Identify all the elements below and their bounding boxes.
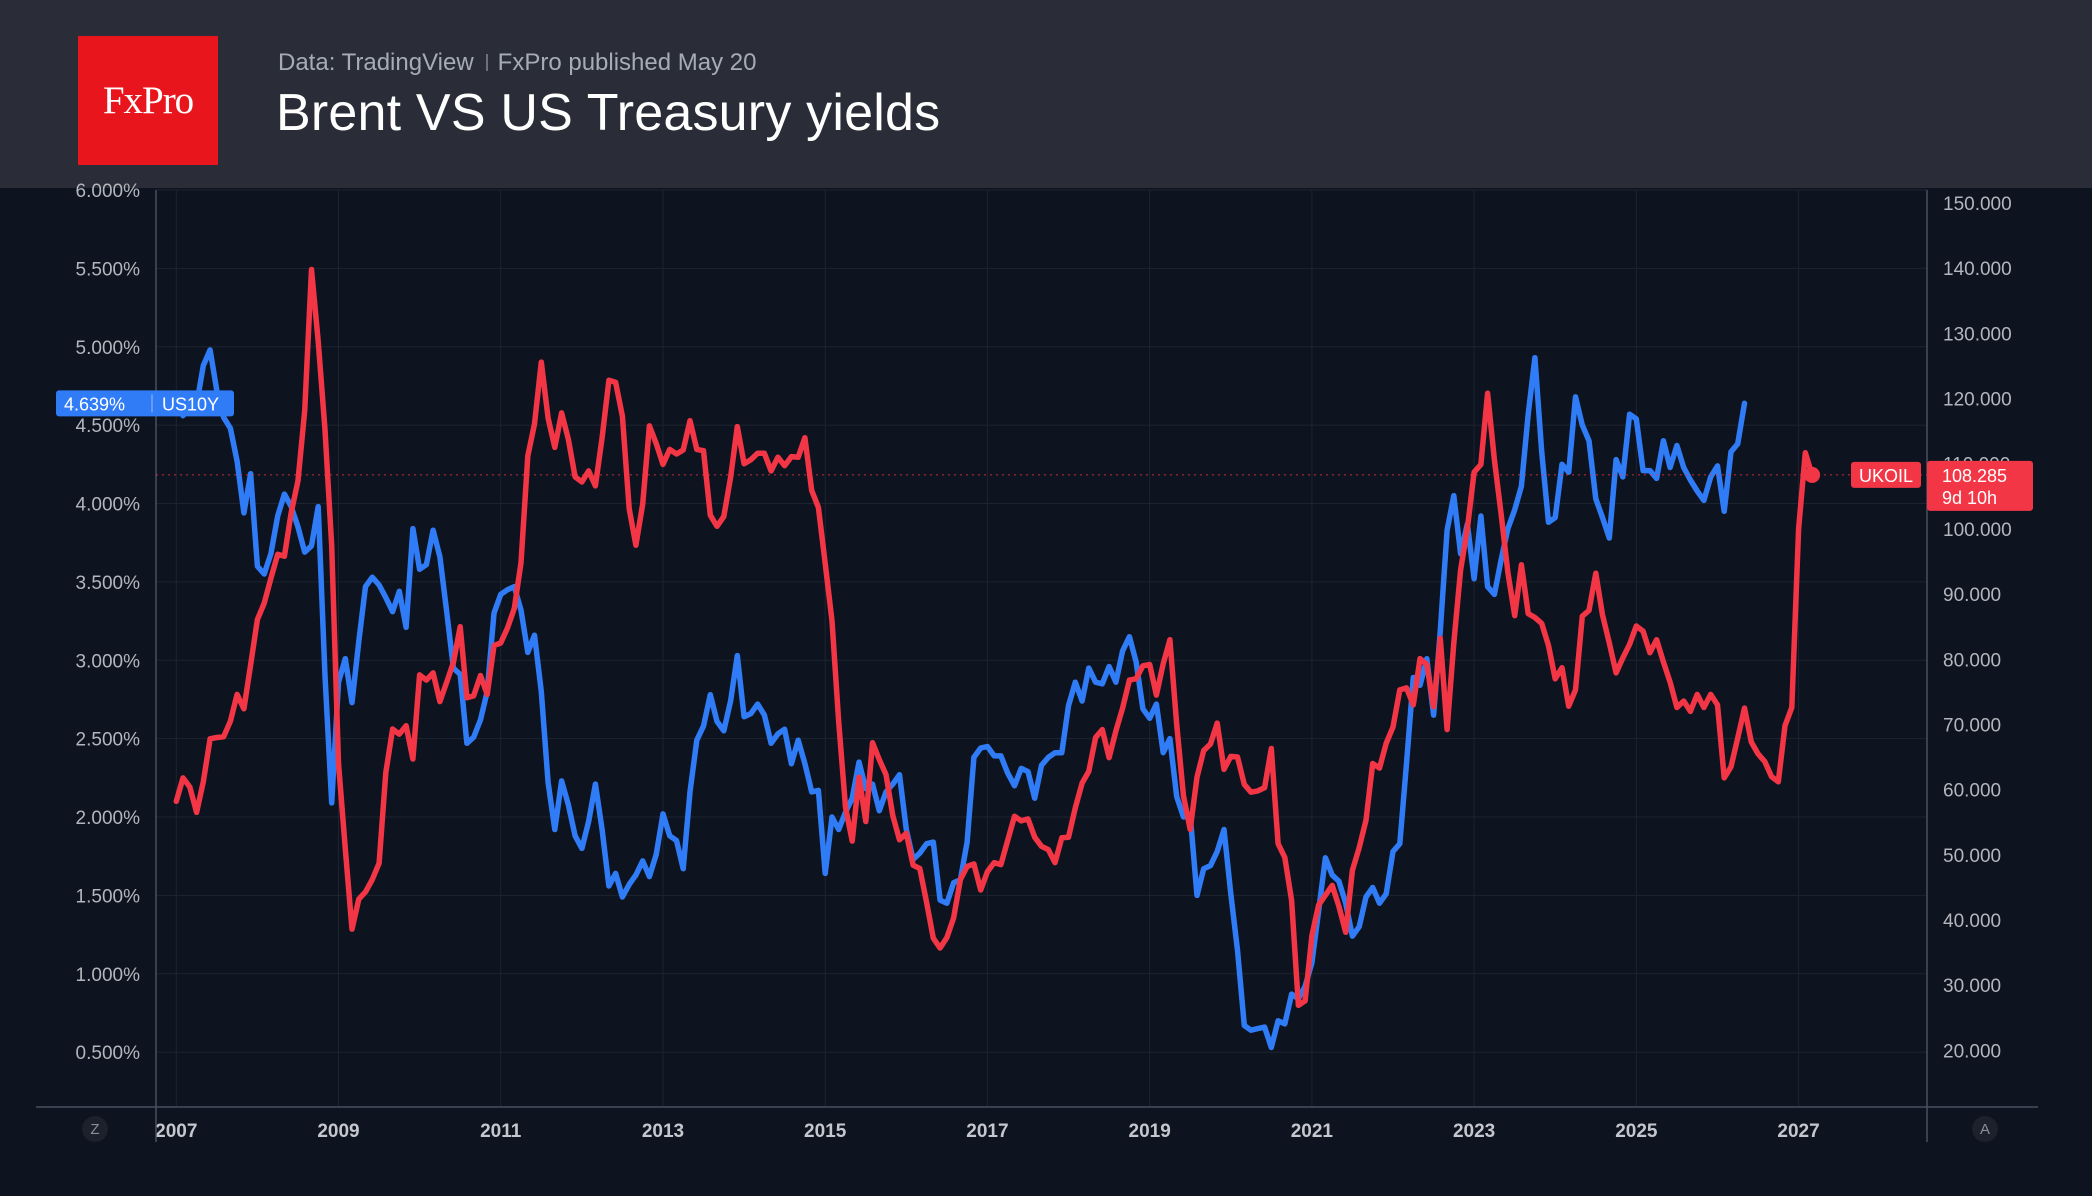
left-axis-tick: 3.000% (76, 651, 141, 672)
auto-scale-button[interactable] (1972, 1116, 1998, 1142)
publish-info: FxPro published May 20 (497, 49, 757, 76)
right-axis-tick: 50.000 (1943, 846, 2001, 867)
series-line-ukoil (173, 266, 1815, 1009)
x-axis-tick: 2007 (155, 1121, 197, 1142)
series-line-us10y (173, 347, 1748, 1051)
right-axis-tick: 100.000 (1943, 520, 2012, 541)
right-axis-tick: 90.000 (1943, 585, 2001, 606)
left-axis-tick: 0.500% (76, 1043, 141, 1064)
left-axis-tick: 4.000% (76, 495, 141, 516)
auto-scale-button-label: A (1980, 1121, 1990, 1138)
chart-title: Brent VS US Treasury yields (276, 84, 941, 142)
data-source: Data: TradingView (278, 49, 474, 76)
right-axis-tick: 150.000 (1943, 194, 2012, 215)
x-axis-tick: 2021 (1291, 1121, 1334, 1142)
right-axis-tick: 30.000 (1943, 976, 2001, 997)
x-axis-tick: 2011 (480, 1121, 522, 1142)
left-axis-tick: 2.000% (76, 808, 141, 829)
chart-series (173, 266, 1815, 1051)
right-axis-tick: 80.000 (1943, 650, 2001, 671)
left-axis-tick: 1.500% (76, 886, 141, 907)
left-axis-tick: 1.000% (76, 965, 141, 986)
ukoil-series-name: UKOIL (1859, 466, 1913, 486)
right-axis-tick: 130.000 (1943, 324, 2012, 345)
x-axis-tick: 2019 (1129, 1121, 1171, 1142)
left-axis-tick: 3.500% (76, 573, 141, 594)
us10y-series-name: US10Y (162, 394, 219, 414)
us10y-last-value: 4.639% (64, 394, 125, 414)
x-axis-tick: 2017 (966, 1121, 1008, 1142)
fxpro-logo: FxPro (78, 36, 218, 165)
ukoil-last-value: 108.285 (1942, 466, 2007, 486)
x-axis-tick: 2025 (1615, 1121, 1658, 1142)
ukoil-bar-countdown: 9d 10h (1942, 488, 1997, 508)
right-axis-tick: 70.000 (1943, 715, 2001, 736)
x-axis-tick: 2009 (317, 1121, 359, 1142)
right-axis-tick: 120.000 (1943, 390, 2012, 411)
header-bar: FxPro Data: TradingView FxPro published M… (0, 0, 2092, 188)
left-axis-tick: 6.000% (76, 181, 141, 202)
right-axis-tick: 40.000 (1943, 911, 2001, 932)
x-axis-tick: 2027 (1777, 1121, 1819, 1142)
x-axis-tick: 2023 (1453, 1121, 1495, 1142)
left-axis-tick: 2.500% (76, 730, 141, 751)
ukoil-name-tag (1851, 461, 1921, 488)
ukoil-price-tag (1927, 460, 2033, 511)
zoom-button[interactable] (82, 1116, 108, 1142)
left-axis-tick: 5.000% (76, 338, 141, 359)
ukoil-last-point (1804, 466, 1821, 483)
x-axis-tick: 2013 (642, 1121, 684, 1142)
x-axis-tick: 2015 (804, 1121, 847, 1142)
chart-axes: 0.500% 1.000% 1.500% 2.000% 2.500% 3.000% 3.50… (36, 181, 2038, 1142)
left-axis-tick: 4.500% (76, 416, 141, 437)
zoom-button-label: Z (90, 1121, 99, 1138)
right-axis-tick: 20.000 (1943, 1041, 2001, 1062)
right-axis-tick: 140.000 (1943, 259, 2012, 280)
left-axis-tick: 5.500% (76, 259, 141, 280)
right-axis-tick: 60.000 (1943, 781, 2001, 802)
chart-subtitle: Data: TradingView FxPro published May 20 (278, 49, 756, 77)
chart-grid (156, 189, 1927, 1107)
us10y-price-tag (56, 390, 234, 417)
subtitle-divider (485, 54, 488, 71)
